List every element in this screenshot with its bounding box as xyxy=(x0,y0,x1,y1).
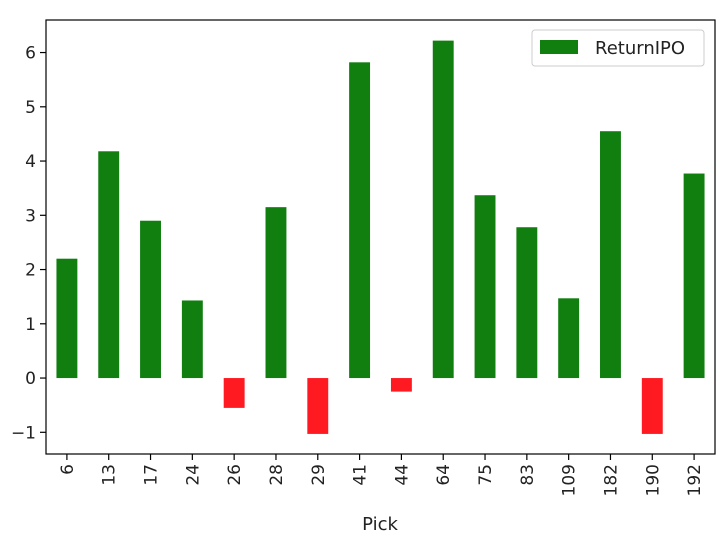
x-axis: 6 13 17 24 26 28 29 41 44 64 75 83 109 182 190 192 xyxy=(58,454,705,496)
bar-109 xyxy=(558,298,580,379)
x-tick-label: 17 xyxy=(142,464,162,486)
bar-75 xyxy=(474,195,496,379)
x-tick-label: 64 xyxy=(434,464,454,486)
bar-64 xyxy=(432,40,454,379)
bar-6 xyxy=(56,258,78,379)
plot-frame xyxy=(45,19,716,455)
x-tick-label: 6 xyxy=(58,464,78,475)
x-axis-label: Pick xyxy=(362,514,398,535)
bar-190 xyxy=(641,378,663,434)
legend-swatch xyxy=(540,40,578,54)
bar-24 xyxy=(181,300,203,379)
x-tick-label: 41 xyxy=(351,464,371,486)
bar-44 xyxy=(390,378,412,392)
legend-box xyxy=(531,29,705,67)
x-tick-label: 13 xyxy=(100,464,120,486)
x-tick-label: 44 xyxy=(392,464,412,486)
x-tick-label: 26 xyxy=(225,464,245,486)
bar-182 xyxy=(600,131,621,379)
x-tick-label: 192 xyxy=(685,464,705,496)
x-tick-label: 190 xyxy=(643,464,663,496)
bar-29 xyxy=(307,378,329,434)
y-tick-label: 2 xyxy=(25,261,36,281)
x-tick-label: 29 xyxy=(309,464,329,486)
x-tick-label: 109 xyxy=(560,464,580,496)
legend-label: ReturnIPO xyxy=(595,38,685,59)
bar-13 xyxy=(98,151,120,379)
x-tick-label: 24 xyxy=(183,464,203,486)
bar-17 xyxy=(140,220,161,379)
y-tick-label: 0 xyxy=(25,369,36,389)
bar-28 xyxy=(265,207,287,379)
bar-83 xyxy=(516,227,538,379)
y-tick-label: 3 xyxy=(25,206,36,226)
y-tick-label: 5 xyxy=(25,98,36,118)
x-tick-label: 75 xyxy=(476,464,496,486)
bars xyxy=(56,40,705,434)
bar-192 xyxy=(683,173,705,379)
y-axis: −1 0 1 2 3 4 5 6 xyxy=(11,44,46,443)
y-tick-label: −1 xyxy=(11,423,36,443)
y-tick-label: 6 xyxy=(25,44,36,64)
bar-26 xyxy=(223,378,245,408)
y-tick-label: 1 xyxy=(25,315,36,335)
y-tick-label: 4 xyxy=(25,152,36,172)
legend: ReturnIPO xyxy=(531,29,705,67)
x-tick-label: 182 xyxy=(601,464,621,496)
x-tick-label: 28 xyxy=(267,464,287,486)
x-tick-label: 83 xyxy=(518,464,538,486)
bar-41 xyxy=(349,62,371,379)
